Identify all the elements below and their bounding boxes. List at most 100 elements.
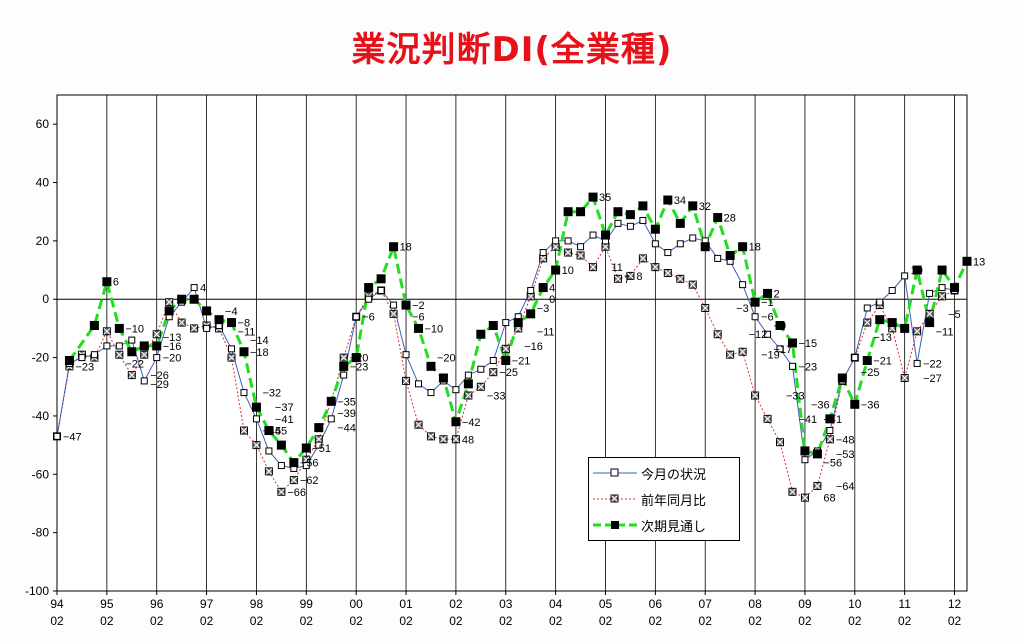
point-outlook <box>613 207 623 217</box>
data-label: −17 <box>774 344 793 356</box>
point-yoy <box>638 254 647 263</box>
point-yoy <box>913 327 922 336</box>
point-outlook <box>638 201 648 211</box>
legend-item-yoy: 前年同月比 <box>589 486 739 512</box>
point-yoy-cross <box>726 351 734 359</box>
point-yoy <box>115 350 124 359</box>
x-tick-label-year: 06 <box>649 597 663 611</box>
y-tick-label: 0 <box>42 292 49 306</box>
point-yoy <box>389 309 398 318</box>
point-outlook <box>301 443 311 453</box>
point-current <box>614 219 622 227</box>
data-label: 7 <box>624 274 630 286</box>
data-label: −51 <box>312 443 331 455</box>
data-label: 45 <box>275 426 287 438</box>
point-outlook <box>738 242 748 252</box>
point-yoy-cross <box>153 330 161 338</box>
data-label: −41 <box>275 414 294 426</box>
data-label: −6 <box>412 312 425 324</box>
point-yoy <box>763 414 772 423</box>
point-yoy-cross <box>901 374 909 382</box>
point-yoy-cross <box>253 441 260 449</box>
point-outlook <box>114 323 124 333</box>
data-label: −27 <box>923 373 942 385</box>
point-current <box>926 289 934 297</box>
data-label: −23 <box>75 361 94 373</box>
point-outlook <box>950 283 960 293</box>
point-yoy-cross <box>913 327 921 335</box>
point-current <box>415 380 423 388</box>
point-current <box>365 295 373 303</box>
point-current <box>427 389 435 397</box>
point-yoy-cross <box>926 310 933 318</box>
legend: 今月の状況 前年同月比 次期見通し <box>588 457 740 541</box>
point-current <box>938 284 946 292</box>
point-current <box>103 342 111 350</box>
point-outlook <box>850 399 860 409</box>
point-outlook <box>538 283 548 293</box>
point-outlook <box>600 230 610 240</box>
x-tick-label-month: 02 <box>150 614 164 628</box>
point-outlook <box>414 323 424 333</box>
grid-lines <box>57 95 967 591</box>
legend-symbol-outlook <box>593 521 637 529</box>
data-label: −12 <box>749 329 768 341</box>
point-yoy <box>663 268 672 277</box>
data-label: −35 <box>337 396 356 408</box>
point-outlook <box>576 207 586 217</box>
point-outlook <box>650 224 660 234</box>
data-label: −42 <box>462 417 481 429</box>
data-label: −1 <box>761 297 774 309</box>
data-label: 18 <box>400 242 412 254</box>
point-yoy <box>713 330 722 339</box>
point-yoy <box>339 353 348 362</box>
point-yoy <box>127 371 136 380</box>
point-yoy <box>825 435 834 444</box>
point-current <box>714 254 722 262</box>
point-yoy <box>576 251 585 260</box>
point-current <box>539 249 547 257</box>
point-yoy-cross <box>539 255 547 262</box>
point-yoy <box>165 298 174 307</box>
point-outlook <box>276 440 286 450</box>
point-yoy <box>751 391 760 400</box>
x-tick-label-month: 02 <box>449 614 463 628</box>
data-label: −2 <box>412 300 425 312</box>
x-tick-label-month: 02 <box>250 614 264 628</box>
point-yoy <box>800 493 809 502</box>
data-label: −56 <box>823 458 842 470</box>
point-yoy-cross <box>440 435 447 443</box>
data-label: −22 <box>125 358 144 370</box>
point-yoy <box>414 420 423 429</box>
point-yoy-cross <box>589 263 597 271</box>
data-label: 8 <box>636 271 642 283</box>
x-axis: 94 02 95 02 96 02 97 02 98 02 99 02 00 02 01 02 02 02 03 02… <box>50 591 962 628</box>
data-label: −33 <box>786 391 805 403</box>
data-labels: −47−236−10−22−26−29−16−13−204−4−8−11−14−… <box>63 192 985 505</box>
point-outlook <box>152 341 162 351</box>
point-yoy-cross <box>390 310 397 318</box>
x-tick-label-year: 98 <box>250 597 264 611</box>
point-current <box>489 357 497 365</box>
y-tick-label: 40 <box>36 176 50 190</box>
x-tick-label-year: 04 <box>549 597 563 611</box>
point-current <box>888 286 896 294</box>
x-tick-label-month: 02 <box>748 614 762 628</box>
point-yoy-cross <box>527 292 535 300</box>
point-yoy-cross <box>564 249 572 256</box>
point-current <box>452 386 460 394</box>
point-yoy <box>239 426 248 435</box>
x-tick-label-year: 02 <box>449 597 463 611</box>
data-label: −13 <box>873 332 892 344</box>
point-outlook <box>264 426 274 436</box>
point-yoy-cross <box>938 292 946 300</box>
point-current <box>153 354 161 362</box>
point-outlook <box>189 294 199 304</box>
data-label: −6 <box>362 312 375 324</box>
data-label: −36 <box>811 399 830 411</box>
point-outlook <box>239 347 249 357</box>
x-tick-label-month: 02 <box>848 614 862 628</box>
x-tick-label-year: 94 <box>50 597 64 611</box>
point-yoy-cross <box>477 383 485 391</box>
